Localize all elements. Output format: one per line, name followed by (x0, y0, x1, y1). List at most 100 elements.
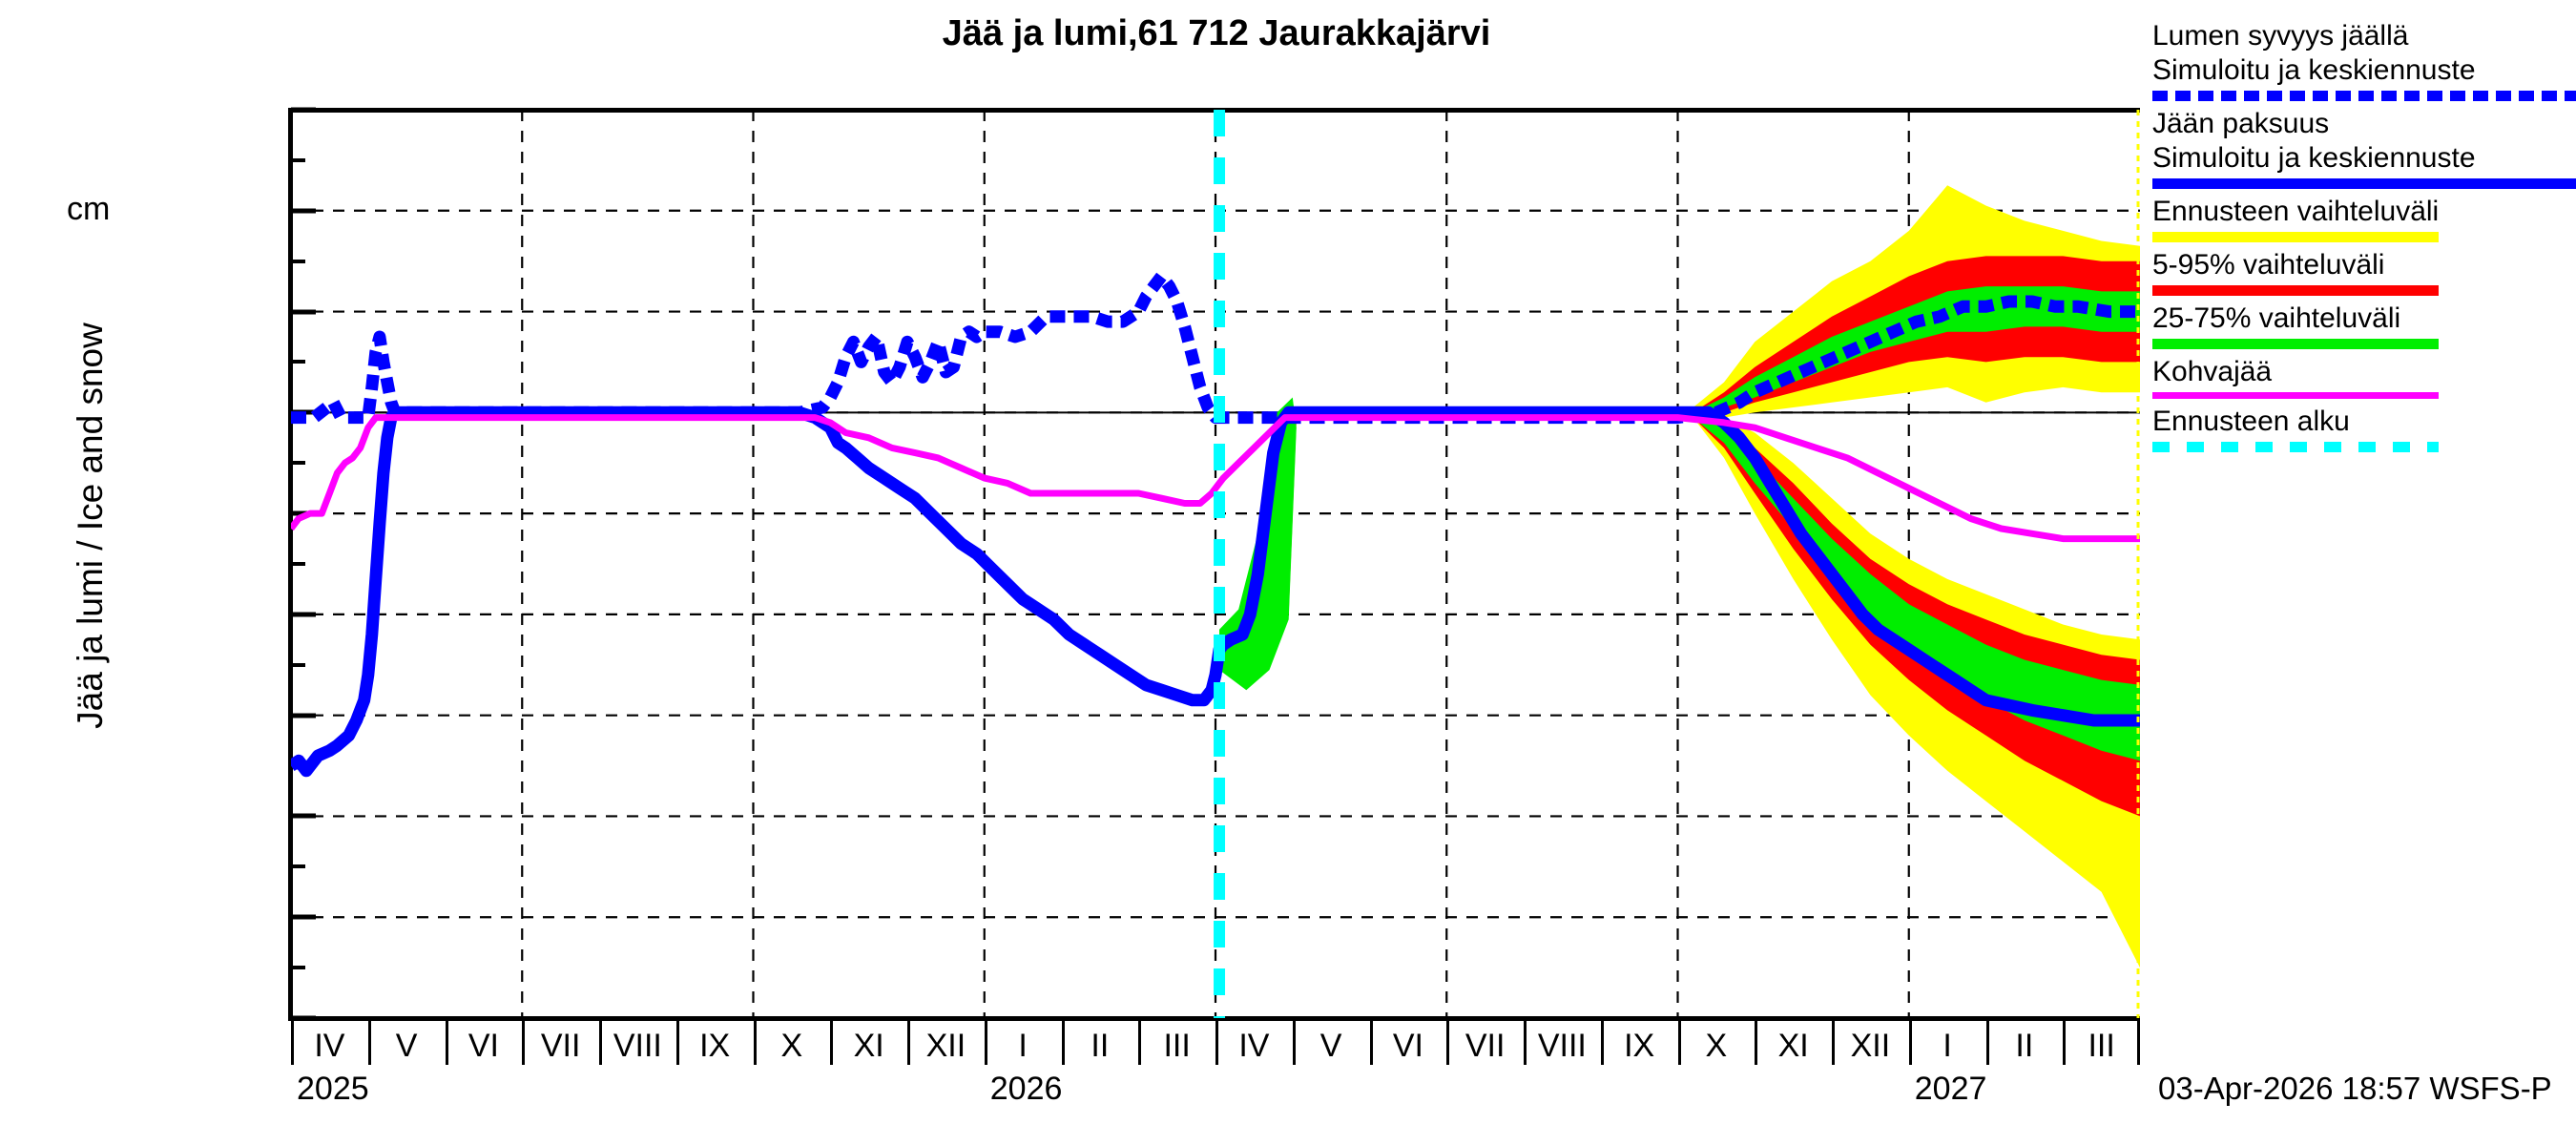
x-tick-label: XII (1850, 1028, 1891, 1064)
x-tick-label: XI (1777, 1028, 1809, 1064)
legend-item: Ennusteen vaihteluväli (2152, 195, 2576, 242)
legend-swatch (2152, 339, 2439, 349)
x-tick-separator (2063, 1021, 2067, 1065)
x-tick-separator (1215, 1021, 1218, 1065)
x-tick-label: XI (853, 1028, 884, 1064)
legend-swatch (2152, 91, 2576, 101)
y-tick-minor (291, 562, 305, 566)
x-axis-year-label: 2027 (1914, 1071, 1987, 1107)
legend-label: Jään paksuus (2152, 108, 2330, 139)
x-tick-separator (1138, 1021, 1142, 1065)
legend-item: 25-75% vaihteluväli (2152, 302, 2576, 349)
legend-swatch (2152, 178, 2576, 189)
legend-label: Ennusteen alku (2152, 406, 2350, 437)
x-tick-separator (984, 1021, 987, 1065)
x-tick-label: V (1319, 1028, 1342, 1064)
x-tick-label: II (1091, 1028, 1110, 1064)
x-tick-separator (1908, 1021, 1912, 1065)
y-tick-mark (291, 208, 316, 214)
x-tick-label: IX (699, 1028, 731, 1064)
x-tick-separator (1061, 1021, 1065, 1065)
plot-axis-left (288, 108, 293, 1021)
x-tick-separator (1446, 1021, 1450, 1065)
x-tick-separator (291, 1021, 294, 1065)
x-tick-separator (1600, 1021, 1604, 1065)
plot-axis-bottom (291, 1016, 2140, 1021)
x-tick-separator (1832, 1021, 1835, 1065)
legend-label: 5-95% vaihteluväli (2152, 249, 2385, 281)
legend-item: Jään paksuus Simuloitu ja keskiennuste (2152, 107, 2576, 189)
x-tick-label: X (780, 1028, 803, 1064)
x-tick-label: IV (1238, 1028, 1270, 1064)
x-tick-label: X (1705, 1028, 1728, 1064)
legend-swatch (2152, 285, 2439, 296)
x-axis: IV V VI VII VIII IX X XI XII I II III IV V VI VII VIII IX… (291, 1021, 2140, 1107)
y-tick-minor (291, 360, 305, 364)
x-tick-separator (830, 1021, 834, 1065)
y-tick-mark (291, 1015, 316, 1021)
legend-label: Ennusteen vaihteluväli (2152, 196, 2440, 227)
legend-item: Kohvajää (2152, 355, 2576, 399)
plot-area (291, 110, 2140, 1018)
x-axis-year-label: 2025 (297, 1071, 369, 1107)
legend-sublabel: Simuloitu ja keskiennuste (2152, 142, 2476, 174)
legend-sublabel: Simuloitu ja keskiennuste (2152, 54, 2476, 86)
legend-item: 5-95% vaihteluväli (2152, 248, 2576, 296)
y-tick-mark (291, 813, 316, 819)
x-tick-separator (367, 1021, 371, 1065)
legend-item: Ennusteen alku (2152, 405, 2576, 452)
x-tick-label: IX (1624, 1028, 1655, 1064)
x-tick-separator (753, 1021, 757, 1065)
x-tick-separator (1677, 1021, 1681, 1065)
x-tick-label: I (1018, 1028, 1028, 1064)
x-tick-label: III (2088, 1028, 2115, 1064)
x-tick-separator (675, 1021, 679, 1065)
x-axis-year-label: 2026 (989, 1071, 1063, 1107)
y-tick-minor (291, 461, 305, 466)
x-tick-separator (1755, 1021, 1758, 1065)
x-tick-label: II (2015, 1028, 2034, 1064)
y-axis-ticks: 6040200-20-40-60-80-100-120 (0, 0, 316, 1145)
y-tick-minor (291, 662, 305, 667)
y-tick-minor (291, 157, 305, 162)
legend-swatch (2152, 442, 2439, 452)
x-tick-separator (1524, 1021, 1527, 1065)
chart-canvas (291, 110, 2140, 1018)
legend-label: Lumen syvyys jäällä (2152, 20, 2409, 52)
x-tick-label: VII (540, 1028, 581, 1064)
legend-item: Lumen syvyys jäällä Simuloitu ja keskienn… (2152, 19, 2576, 101)
x-tick-label: V (395, 1028, 418, 1064)
x-tick-separator (599, 1021, 602, 1065)
x-tick-separator (1985, 1021, 1989, 1065)
x-tick-label: VIII (1537, 1028, 1587, 1064)
x-tick-label: VII (1465, 1028, 1506, 1064)
y-tick-minor (291, 864, 305, 869)
x-tick-separator (1369, 1021, 1373, 1065)
x-tick-separator (1292, 1021, 1296, 1065)
x-tick-label: XII (925, 1028, 966, 1064)
y-tick-mark (291, 713, 316, 718)
x-tick-separator (522, 1021, 526, 1065)
x-tick-label: VIII (613, 1028, 662, 1064)
y-tick-mark (291, 309, 316, 315)
y-tick-mark (291, 612, 316, 617)
y-tick-mark (291, 107, 316, 113)
x-tick-label: III (1163, 1028, 1191, 1064)
x-tick-label: IV (314, 1028, 345, 1064)
x-tick-separator (445, 1021, 448, 1065)
legend-label: Kohvajää (2152, 356, 2273, 387)
footer-timestamp: 03-Apr-2026 18:57 WSFS-P (2158, 1071, 2552, 1106)
legend-label: 25-75% vaihteluväli (2152, 302, 2401, 334)
legend-swatch (2152, 232, 2439, 242)
x-tick-label: VI (1392, 1028, 1423, 1064)
y-tick-minor (291, 966, 305, 970)
x-tick-separator (2137, 1021, 2140, 1065)
chart-legend: Lumen syvyys jäällä Simuloitu ja keskienn… (2152, 19, 2576, 458)
y-tick-minor (291, 259, 305, 263)
page-title: Jää ja lumi,61 712 Jaurakkajärvi (942, 13, 1491, 53)
x-tick-label: VI (467, 1028, 499, 1064)
x-tick-separator (907, 1021, 910, 1065)
y-tick-mark (291, 914, 316, 920)
x-tick-label: I (1942, 1028, 1952, 1064)
